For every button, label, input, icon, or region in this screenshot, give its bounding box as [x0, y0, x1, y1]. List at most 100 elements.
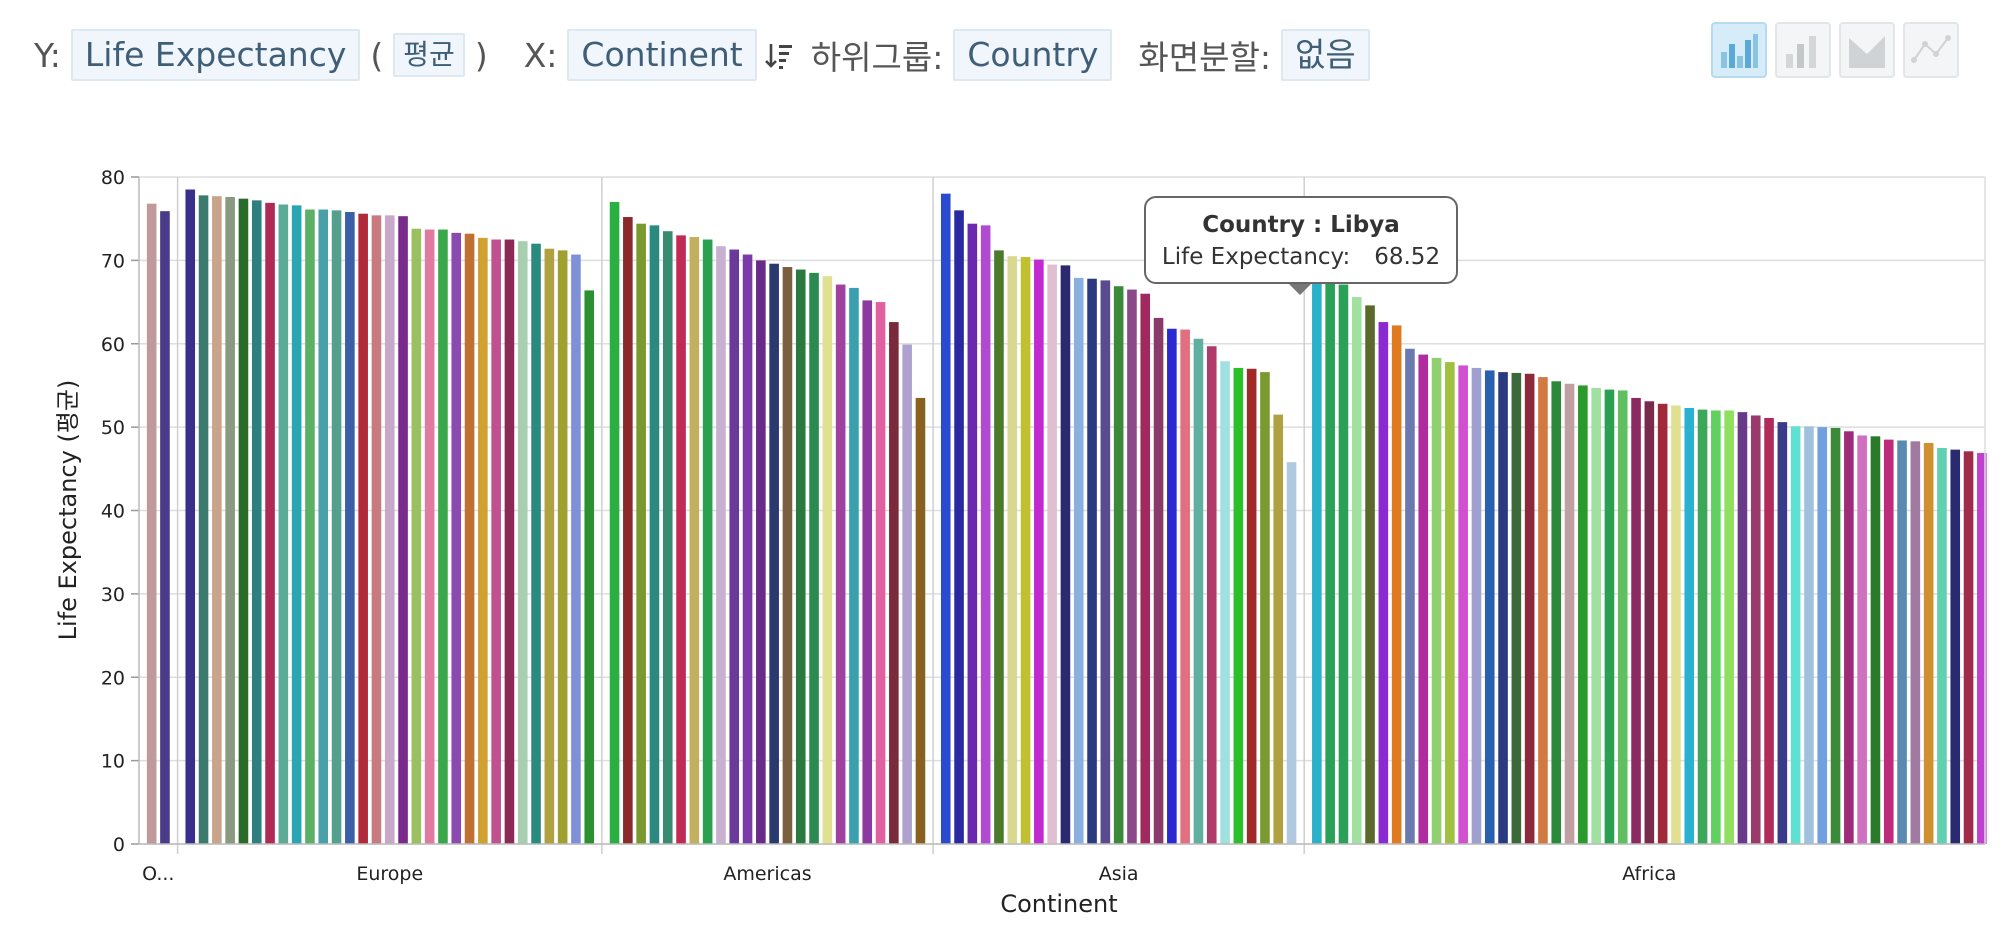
- bar: [940, 193, 951, 845]
- y-field-chip[interactable]: Life Expectancy: [70, 29, 361, 81]
- bar: [1524, 373, 1535, 844]
- bar: [371, 215, 382, 845]
- bar: [1471, 367, 1482, 844]
- bar-chart-button[interactable]: [1711, 22, 1767, 78]
- bar: [1246, 368, 1257, 844]
- bar: [1484, 370, 1495, 844]
- bar: [1870, 436, 1881, 844]
- x-axis-label: X:: [523, 35, 558, 75]
- y-tick-label: 0: [113, 834, 125, 856]
- bar: [1950, 449, 1961, 844]
- bar: [862, 300, 873, 844]
- bar: [1937, 447, 1947, 844]
- bar: [1578, 385, 1588, 844]
- bar: [769, 263, 779, 845]
- x-tick-label: Asia: [1099, 863, 1139, 885]
- line-chart-button[interactable]: [1903, 22, 1959, 78]
- bar: [185, 189, 196, 845]
- line-chart-icon: [1911, 35, 1951, 63]
- bar: [1405, 348, 1415, 844]
- sort-descending-icon[interactable]: [764, 40, 793, 70]
- bar: [411, 228, 422, 844]
- bar: [689, 237, 700, 844]
- bar: [1140, 293, 1151, 845]
- y-axis-title: Life Expectancy (평균): [54, 380, 82, 641]
- x-field-chip[interactable]: Continent: [567, 29, 757, 81]
- bar: [1591, 387, 1601, 844]
- paren-open: (: [370, 35, 384, 75]
- area-chart-button[interactable]: [1839, 22, 1895, 78]
- bar: [1657, 403, 1668, 844]
- bar: [756, 260, 766, 844]
- bar: [1060, 265, 1071, 844]
- bar: [1671, 405, 1681, 844]
- bar: [782, 267, 793, 844]
- bar: [1897, 440, 1907, 844]
- bar: [1020, 257, 1031, 844]
- bar: [1047, 264, 1057, 844]
- bar: [1325, 281, 1335, 844]
- bar: [1923, 442, 1934, 844]
- aggregation-chip[interactable]: 평균: [393, 33, 465, 77]
- bar: [1180, 329, 1190, 844]
- bar: [1034, 259, 1044, 844]
- bar: [1538, 377, 1548, 844]
- bar: [198, 195, 209, 844]
- bar: [146, 203, 157, 844]
- bar: [809, 272, 819, 845]
- split-label: 화면분할:: [1138, 38, 1271, 77]
- bar: [424, 229, 435, 844]
- y-tick-label: 10: [101, 751, 125, 773]
- subgroup-label: 하위그룹:: [810, 38, 944, 77]
- bar: [1286, 462, 1297, 844]
- bar: [676, 235, 686, 845]
- bar: [662, 231, 673, 845]
- y-tick-label: 30: [101, 584, 125, 606]
- y-tick-label: 60: [101, 334, 125, 356]
- bar: [571, 254, 581, 844]
- bar: [1087, 278, 1097, 844]
- bar: [1391, 325, 1402, 845]
- bar: [1153, 317, 1164, 844]
- subgroup-chip[interactable]: Country: [953, 29, 1113, 81]
- bar: [1830, 427, 1841, 844]
- bar: [504, 239, 515, 844]
- bar: [994, 250, 1004, 844]
- bar: [557, 250, 568, 844]
- bar: [980, 225, 991, 845]
- tooltip-arrow: [1289, 284, 1311, 295]
- bar: [954, 210, 964, 845]
- bar: [238, 198, 249, 845]
- bar: [1113, 286, 1124, 844]
- bar: [1790, 426, 1801, 844]
- bar: [225, 197, 235, 844]
- grouped-bar-button[interactable]: [1775, 22, 1831, 78]
- y-axis-label: Y:: [34, 35, 61, 75]
- bar: [1167, 328, 1177, 844]
- tooltip-value: 68.52: [1374, 244, 1441, 270]
- bar: [902, 344, 912, 844]
- bar: [305, 209, 315, 845]
- y-tick-label: 50: [101, 417, 125, 439]
- bar: [1551, 381, 1562, 844]
- bar: [716, 246, 726, 845]
- bar: [398, 216, 408, 844]
- bar: [384, 215, 395, 845]
- bar: [1273, 414, 1284, 844]
- bar: [835, 284, 846, 845]
- split-chip[interactable]: 없음: [1280, 29, 1370, 81]
- bar: [251, 200, 262, 845]
- bar: [702, 239, 713, 844]
- grouped-bar-icon: [1786, 36, 1816, 68]
- bar: [1617, 390, 1628, 844]
- bar: [478, 237, 488, 844]
- bar: [1604, 389, 1615, 844]
- bar: [1724, 410, 1734, 844]
- tooltip-title: Country : Libya: [1202, 212, 1400, 238]
- bar: [1338, 284, 1349, 845]
- y-tick-label: 20: [101, 667, 125, 689]
- bar: [1737, 412, 1748, 844]
- bar: [160, 211, 170, 845]
- bar: [1498, 372, 1508, 844]
- x-axis-title: Continent: [1000, 890, 1117, 918]
